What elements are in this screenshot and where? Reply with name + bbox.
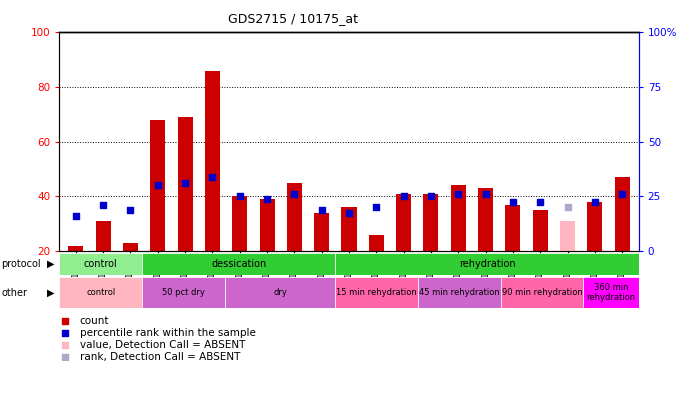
Point — [98, 201, 109, 208]
Point — [125, 207, 136, 213]
Point — [535, 198, 546, 205]
Bar — [68, 245, 83, 251]
Point — [480, 190, 491, 197]
Bar — [478, 188, 493, 251]
Bar — [369, 234, 384, 251]
Point — [207, 174, 218, 181]
Point — [234, 193, 245, 200]
Bar — [584, 277, 639, 308]
Point — [262, 196, 273, 202]
Bar — [260, 199, 274, 251]
Text: control: control — [86, 288, 115, 297]
Text: 45 min rehydration: 45 min rehydration — [419, 288, 500, 297]
Point — [343, 210, 355, 216]
Point — [289, 190, 300, 197]
Bar — [451, 185, 466, 251]
Point — [316, 207, 327, 213]
Text: protocol: protocol — [1, 259, 41, 269]
Text: 90 min rehydration: 90 min rehydration — [502, 288, 583, 297]
Bar — [287, 183, 302, 251]
Text: percentile rank within the sample: percentile rank within the sample — [80, 328, 255, 338]
Bar — [225, 277, 335, 308]
Bar — [533, 210, 548, 251]
Bar — [59, 277, 142, 308]
Point — [371, 204, 382, 211]
Bar — [150, 120, 165, 251]
Text: rank, Detection Call = ABSENT: rank, Detection Call = ABSENT — [80, 352, 240, 362]
Point — [425, 193, 436, 200]
Bar — [500, 277, 584, 308]
Text: count: count — [80, 315, 109, 326]
Text: 50 pct dry: 50 pct dry — [162, 288, 205, 297]
Bar — [96, 221, 110, 251]
Bar — [418, 277, 500, 308]
Text: ▶: ▶ — [47, 259, 54, 269]
Bar — [232, 196, 247, 251]
Point — [617, 190, 628, 197]
Bar — [341, 207, 357, 251]
Text: rehydration: rehydration — [459, 259, 515, 269]
Point — [396, 192, 407, 198]
Bar — [560, 221, 575, 251]
Bar — [123, 243, 138, 251]
Bar — [505, 205, 521, 251]
Text: 15 min rehydration: 15 min rehydration — [336, 288, 417, 297]
Text: dessication: dessication — [211, 259, 266, 269]
Text: GDS2715 / 10175_at: GDS2715 / 10175_at — [228, 12, 358, 25]
Text: ▶: ▶ — [47, 288, 54, 298]
Bar — [615, 177, 630, 251]
Bar — [142, 277, 225, 308]
Point — [507, 198, 519, 205]
Bar — [314, 213, 329, 251]
Bar — [424, 194, 438, 251]
Bar — [177, 117, 193, 251]
Point — [70, 212, 81, 219]
Point — [589, 198, 600, 205]
Bar — [142, 253, 335, 275]
Point — [179, 179, 191, 186]
Bar — [205, 70, 220, 251]
Bar — [335, 253, 639, 275]
Point — [562, 204, 573, 211]
Point — [152, 182, 163, 189]
Point — [398, 193, 409, 200]
Bar — [588, 202, 602, 251]
Text: value, Detection Call = ABSENT: value, Detection Call = ABSENT — [80, 340, 245, 350]
Bar — [335, 277, 418, 308]
Point — [396, 302, 407, 309]
Point — [453, 190, 464, 197]
Text: control: control — [84, 259, 117, 269]
Bar — [59, 253, 142, 275]
Bar — [396, 194, 411, 251]
Text: 360 min
rehydration: 360 min rehydration — [586, 283, 636, 302]
Text: dry: dry — [273, 288, 287, 297]
Text: other: other — [1, 288, 27, 298]
Point — [396, 81, 407, 87]
